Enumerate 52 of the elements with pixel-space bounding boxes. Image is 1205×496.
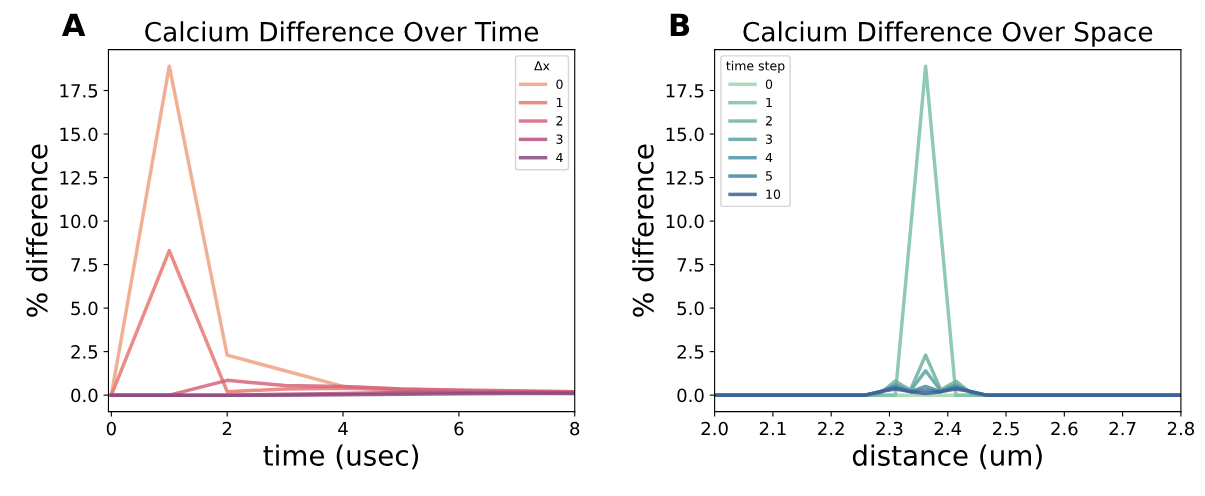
x-tick-label: 2.6 (1051, 421, 1078, 436)
y-tick-label: 7.5 (677, 258, 704, 272)
x-tick-label: 2.5 (993, 421, 1019, 436)
x-axis-title: time (usec) (263, 444, 419, 470)
y-axis-title: % difference (632, 144, 654, 317)
y-tick-label: 2.5 (71, 345, 98, 359)
chart-title: Calcium Difference Over Space (743, 21, 1153, 47)
y-tick-label: 12.5 (666, 171, 704, 185)
x-tick-label: 2.0 (701, 421, 728, 436)
legend-label: 2 (556, 116, 563, 126)
y-tick-label: 17.5 (60, 84, 98, 98)
legend-label: 1 (556, 97, 563, 108)
y-tick-label: 15.0 (666, 127, 704, 142)
x-tick-label: 8 (570, 421, 580, 436)
legend-label: 4 (765, 152, 773, 163)
chart-title: Calcium Difference Over Time (145, 21, 539, 42)
y-tick-label: 0.0 (677, 388, 704, 403)
x-tick-label: 4 (338, 421, 348, 436)
x-axis-title: distance (um) (852, 444, 1042, 470)
y-tick-label: 12.5 (60, 171, 98, 185)
y-tick-label: 15.0 (60, 127, 98, 142)
text: B (670, 13, 690, 36)
y-tick-label: 2.5 (677, 345, 704, 359)
legend-title: time step (726, 60, 785, 73)
y-tick-label: 7.5 (71, 258, 98, 272)
legend-label: 0 (765, 79, 773, 89)
legend-label: 0 (556, 79, 563, 89)
x-tick-label: 2.1 (759, 421, 786, 436)
x-tick-label: 2 (222, 421, 232, 436)
x-tick-label: 2.4 (934, 421, 962, 436)
y-tick-label: 0.0 (71, 388, 98, 403)
legend-label: 10 (766, 189, 781, 199)
y-tick-label: 5.0 (71, 301, 98, 316)
x-tick-label: 2.8 (1167, 421, 1195, 436)
legend-label: 1 (766, 97, 772, 108)
legend-label: 3 (765, 134, 772, 144)
text: A (61, 13, 86, 36)
y-tick-label: 5.0 (677, 301, 704, 316)
y-tick-label: 10.0 (666, 214, 704, 229)
x-tick-label: 2.7 (1109, 421, 1136, 436)
x-tick-label: 2.3 (876, 421, 903, 436)
legend-label: 2 (765, 116, 772, 126)
y-axis-title: % difference (26, 144, 48, 317)
legend-label: 5 (766, 171, 772, 181)
x-tick-label: 6 (454, 421, 464, 436)
y-tick-label: 10.0 (60, 214, 98, 229)
legend-title: Δx (534, 61, 550, 71)
legend-label: 4 (556, 152, 563, 163)
legend-label: 3 (556, 134, 563, 144)
x-tick-label: 2.2 (818, 421, 844, 436)
x-tick-label: 0 (106, 421, 116, 436)
y-tick-label: 17.5 (666, 84, 704, 98)
